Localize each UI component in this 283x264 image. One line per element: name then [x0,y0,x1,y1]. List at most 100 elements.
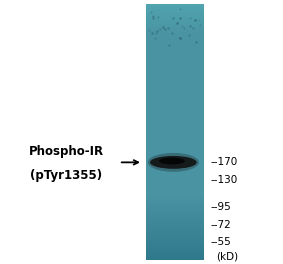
Bar [146,12,204,13]
Bar [146,69,204,70]
Bar [146,161,204,162]
Ellipse shape [150,156,197,169]
Bar [146,168,204,169]
Bar [146,20,204,21]
Bar [146,105,204,106]
Bar [146,212,204,213]
Bar [146,114,204,115]
Bar [146,4,204,6]
Bar [146,152,204,153]
Bar [146,74,204,75]
Bar [146,204,204,205]
Bar [146,150,204,152]
Bar [146,9,204,10]
Bar [146,110,204,111]
Bar [146,146,204,147]
Bar [146,64,204,65]
Bar [146,93,204,95]
Bar [146,225,204,226]
Bar [146,199,204,200]
Bar [146,88,204,89]
Bar [146,196,204,197]
Bar [146,18,204,19]
Bar [146,211,204,212]
Bar [146,145,204,147]
Bar [146,244,204,245]
Bar [146,175,204,176]
Bar [146,51,204,52]
Bar [146,253,204,254]
Bar [146,206,204,207]
Bar [146,250,204,252]
Bar [146,133,204,134]
Bar [146,245,204,246]
Bar [146,223,204,224]
Bar [146,249,204,250]
Bar [146,122,204,124]
Bar [146,74,204,76]
Bar [146,40,204,41]
Bar [146,226,204,227]
Bar [146,164,204,165]
Bar [146,195,204,196]
Bar [146,83,204,84]
Bar [146,200,204,201]
Bar [146,214,204,215]
Bar [146,40,204,41]
Bar [146,249,204,251]
Bar [146,95,204,96]
Bar [146,171,204,172]
Bar [146,142,204,143]
Bar [146,191,204,193]
Bar [146,238,204,239]
Bar [146,210,204,211]
Bar [146,130,204,131]
Bar [146,41,204,42]
Bar [146,160,204,161]
Bar [146,31,204,32]
Bar [146,43,204,44]
Bar [146,25,204,26]
Bar [146,112,204,113]
Bar [146,243,204,244]
Bar [146,118,204,119]
Bar [146,188,204,189]
Bar [146,132,204,133]
Bar [146,58,204,59]
Bar [146,28,204,29]
Bar [146,151,204,153]
Bar [146,22,204,23]
Bar [146,232,204,233]
Bar [146,216,204,217]
Bar [146,157,204,158]
Bar [146,173,204,174]
Bar [146,205,204,206]
Bar [146,109,204,110]
Bar [146,135,204,136]
Bar [146,34,204,35]
Bar [146,52,204,54]
Bar [146,34,204,36]
Bar [146,60,204,61]
Bar [146,77,204,78]
Bar [146,84,204,85]
Bar [146,218,204,219]
Bar [146,129,204,130]
Bar [146,234,204,235]
Bar [146,166,204,167]
Bar [146,227,204,228]
Bar [146,128,204,129]
Bar [146,181,204,182]
Bar [146,180,204,181]
Bar [146,11,204,12]
Bar [146,16,204,17]
Bar [146,233,204,234]
Bar [146,78,204,79]
Bar [146,121,204,122]
Bar [146,213,204,214]
Bar [146,101,204,102]
Bar [146,186,204,187]
Bar [146,159,204,160]
Bar [146,39,204,40]
Bar [146,49,204,50]
